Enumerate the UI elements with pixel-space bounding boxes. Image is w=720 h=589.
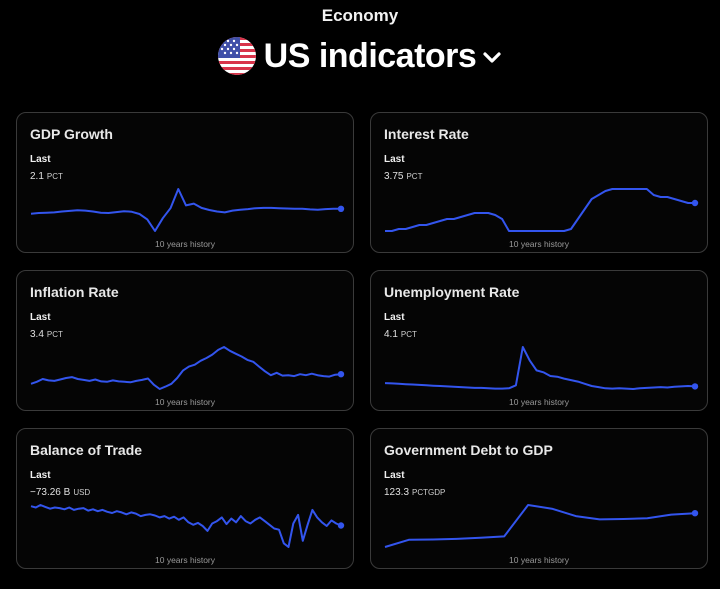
last-value-line: 2.1 PCT: [30, 171, 63, 182]
value-unit: PCTGDP: [412, 488, 446, 497]
sparkline-series: [30, 188, 341, 232]
value-unit: PCT: [46, 172, 63, 181]
value-unit: USD: [73, 488, 91, 497]
sparkline-last-point: [337, 522, 345, 529]
sparkline-chart: [384, 504, 699, 548]
last-label: Last: [30, 154, 51, 165]
last-label: Last: [384, 154, 405, 165]
card-title: Government Debt to GDP: [384, 442, 553, 458]
last-value: 2.1: [30, 171, 44, 182]
last-value-line: 123.3 PCTGDP: [384, 487, 445, 498]
indicator-card-gdp-growth[interactable]: GDP Growth Last 2.1 PCT 10 years history: [16, 112, 354, 253]
sparkline-series: [384, 346, 696, 390]
history-caption: 10 years history: [155, 397, 215, 407]
indicator-selector[interactable]: US indicators: [0, 34, 720, 78]
last-label: Last: [384, 470, 405, 481]
history-caption: 10 years history: [509, 397, 569, 407]
last-label: Last: [384, 312, 405, 323]
indicator-card-inflation-rate[interactable]: Inflation Rate Last 3.4 PCT 10 years hist…: [16, 270, 354, 411]
sparkline-last-point: [691, 510, 699, 517]
sparkline-chart: [30, 346, 345, 390]
last-value-line: 4.1 PCT: [384, 329, 417, 340]
sparkline-last-point: [691, 383, 699, 390]
sparkline-series: [30, 504, 342, 548]
last-label: Last: [30, 312, 51, 323]
last-value: 4.1: [384, 329, 398, 340]
indicator-card-interest-rate[interactable]: Interest Rate Last 3.75 PCT 10 years hist…: [370, 112, 708, 253]
card-title: Balance of Trade: [30, 442, 143, 458]
card-title: Unemployment Rate: [384, 284, 520, 300]
last-value-line: 3.4 PCT: [30, 329, 63, 340]
last-value: 123.3: [384, 487, 410, 498]
history-caption: 10 years history: [509, 555, 569, 565]
last-value: 3.75: [384, 171, 404, 182]
last-value-line: 3.75 PCT: [384, 171, 422, 182]
card-title: GDP Growth: [30, 126, 113, 142]
value-unit: PCT: [46, 330, 63, 339]
sparkline-chart: [30, 188, 345, 232]
value-unit: PCT: [406, 172, 423, 181]
us-flag-icon: [217, 37, 256, 75]
sparkline-chart: [30, 504, 345, 548]
sparkline-chart: [385, 188, 699, 232]
last-label: Last: [30, 470, 51, 481]
sparkline-series: [384, 504, 696, 548]
page-title: US indicators: [263, 36, 477, 75]
sparkline-series: [385, 188, 695, 232]
history-caption: 10 years history: [155, 555, 215, 565]
history-caption: 10 years history: [155, 239, 215, 249]
sparkline-last-point: [691, 199, 699, 207]
section-title: Economy: [321, 6, 399, 25]
card-title: Interest Rate: [384, 126, 469, 142]
value-unit: PCT: [400, 330, 417, 339]
indicator-card-unemployment-rate[interactable]: Unemployment Rate Last 4.1 PCT 10 years h…: [370, 270, 708, 411]
sparkline-series: [30, 346, 342, 390]
sparkline-last-point: [337, 205, 345, 212]
chevron-down-icon[interactable]: [482, 51, 502, 70]
indicator-card-balance-of-trade[interactable]: Balance of Trade Last −73.26 B USD 10 yea…: [16, 428, 354, 569]
last-value-line: −73.26 B USD: [30, 487, 90, 498]
indicator-card-government-debt-to-gdp[interactable]: Government Debt to GDP Last 123.3 PCTGDP …: [370, 428, 708, 569]
last-value: −73.26 B: [30, 487, 71, 498]
sparkline-chart: [384, 346, 699, 390]
history-caption: 10 years history: [509, 239, 569, 249]
last-value: 3.4: [30, 329, 44, 340]
card-title: Inflation Rate: [30, 284, 119, 300]
sparkline-last-point: [337, 371, 345, 378]
